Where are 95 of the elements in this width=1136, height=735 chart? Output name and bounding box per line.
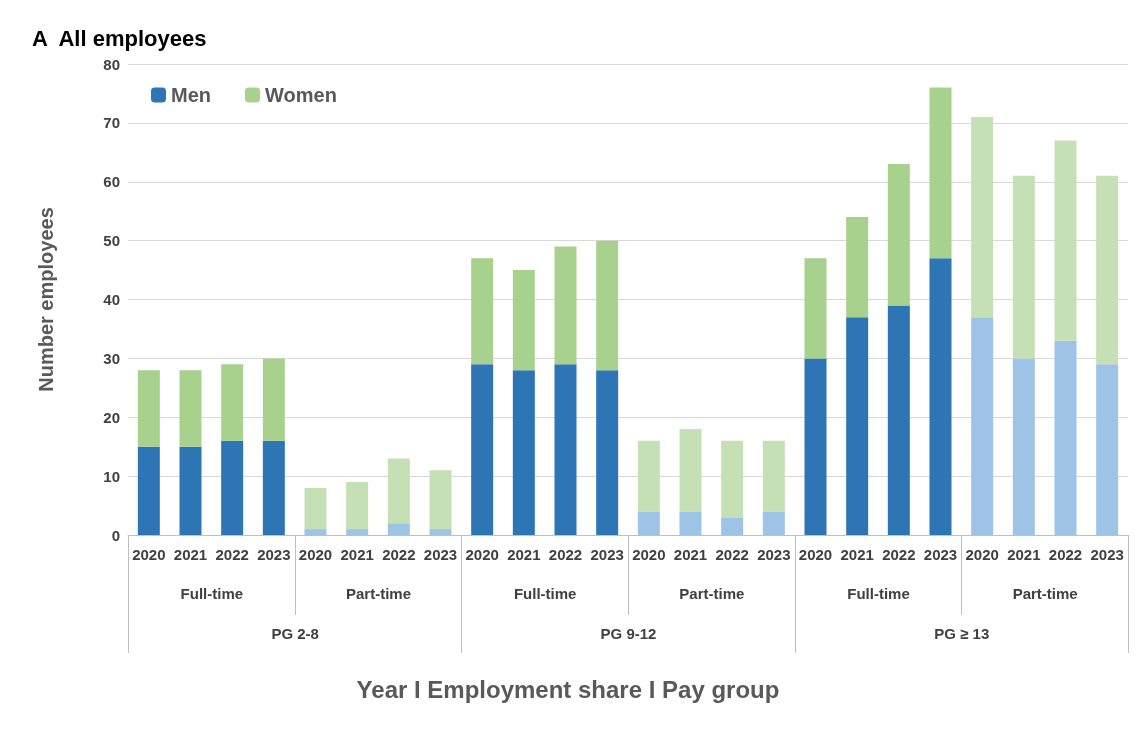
legend-label: Men (171, 84, 211, 106)
bar (637, 440, 660, 512)
x-tick-label: 2020 (965, 546, 999, 563)
bar (721, 440, 744, 518)
bar (887, 305, 910, 535)
bar (221, 364, 244, 441)
bar (512, 270, 535, 371)
x-tick-label: 2023 (257, 546, 291, 563)
bar (471, 258, 494, 365)
y-tick-label: 70 (103, 114, 120, 132)
bar (1012, 358, 1035, 535)
bar (471, 364, 494, 535)
bar (429, 529, 452, 535)
x-tick-label: 2022 (1048, 546, 1083, 563)
x-tick-label: 2022 (382, 546, 416, 563)
bar (929, 258, 952, 535)
text: Part-time (1012, 585, 1078, 602)
text: Full-time (180, 585, 244, 602)
bar (1096, 364, 1119, 535)
x-tick-label: 2022 (215, 546, 249, 563)
text: PG ≥ 13 (934, 625, 990, 642)
bar (887, 164, 910, 306)
x-tick-label: 2022 (548, 546, 583, 563)
y-tick-label: 60 (103, 173, 120, 191)
x-tick-label: 2020 (632, 546, 666, 563)
text: Part-time (345, 585, 411, 602)
bar (971, 116, 994, 318)
bar (179, 370, 202, 447)
x-tick-label: 2023 (1090, 546, 1124, 563)
bar (679, 429, 702, 512)
y-tick-label: 0 (111, 526, 120, 544)
x-tick-label: 2020 (465, 546, 499, 563)
x-tick-label: 2023 (590, 546, 624, 563)
x-axis-title: Year I Employment share I Pay group (355, 676, 781, 704)
bar (387, 458, 410, 524)
x-tick-label: 2020 (132, 546, 166, 563)
x-tick-label: 2021 (1007, 546, 1041, 563)
bar (1054, 340, 1077, 535)
bar (804, 358, 827, 535)
bar (554, 364, 577, 535)
x-tick-label: 2022 (715, 546, 749, 563)
text: Part-time (679, 585, 745, 602)
bar (429, 470, 452, 530)
bar (512, 370, 535, 535)
bar (762, 511, 785, 535)
chart-title: A All employees (32, 26, 207, 52)
bar (387, 523, 410, 535)
x-tick-label: 2021 (340, 546, 374, 563)
x-tick-label: 2021 (840, 546, 874, 563)
x-tick-label: 2021 (173, 546, 208, 563)
bar (1054, 140, 1077, 341)
legend-label: Women (265, 84, 337, 106)
bar (846, 317, 869, 535)
bar (262, 440, 285, 535)
bar (262, 358, 285, 441)
y-tick-label: 80 (103, 55, 120, 73)
bar (637, 511, 660, 535)
y-tick-label: 50 (103, 232, 120, 250)
bar (679, 511, 702, 535)
x-tick-label: 2023 (757, 546, 791, 563)
bar (596, 240, 619, 371)
bar (554, 246, 577, 365)
x-tick-label: 2021 (673, 546, 708, 563)
bar (721, 517, 744, 535)
y-axis-title: Number employees (35, 207, 57, 392)
bar (804, 258, 827, 359)
text: PG 2-8 (271, 625, 319, 642)
x-tick-label: 2020 (298, 546, 333, 563)
x-tick-label: 2020 (798, 546, 833, 563)
bar (221, 440, 244, 535)
x-tick-label: 2023 (423, 546, 458, 563)
bar (304, 487, 327, 530)
bar (179, 446, 202, 535)
x-tick-label: 2022 (882, 546, 916, 563)
bar (137, 446, 160, 535)
bar (846, 217, 869, 318)
y-tick-label: 10 (103, 467, 120, 485)
y-tick-label: 20 (103, 408, 120, 426)
bar (762, 440, 785, 512)
text: Full-time (513, 585, 577, 602)
bar (137, 370, 160, 447)
bar (346, 529, 369, 535)
y-tick-label: 40 (103, 291, 120, 308)
text: Full-time (847, 585, 910, 602)
bar (596, 370, 619, 535)
text: PG 9-12 (600, 625, 657, 642)
y-tick-label: 30 (103, 349, 120, 367)
x-tick-label: 2023 (923, 546, 958, 563)
bar (304, 529, 327, 535)
bar (1012, 175, 1035, 359)
x-tick-label: 2021 (507, 546, 541, 563)
bar (971, 317, 994, 535)
bar (929, 87, 952, 259)
bar (346, 482, 369, 530)
bar (1096, 175, 1119, 365)
